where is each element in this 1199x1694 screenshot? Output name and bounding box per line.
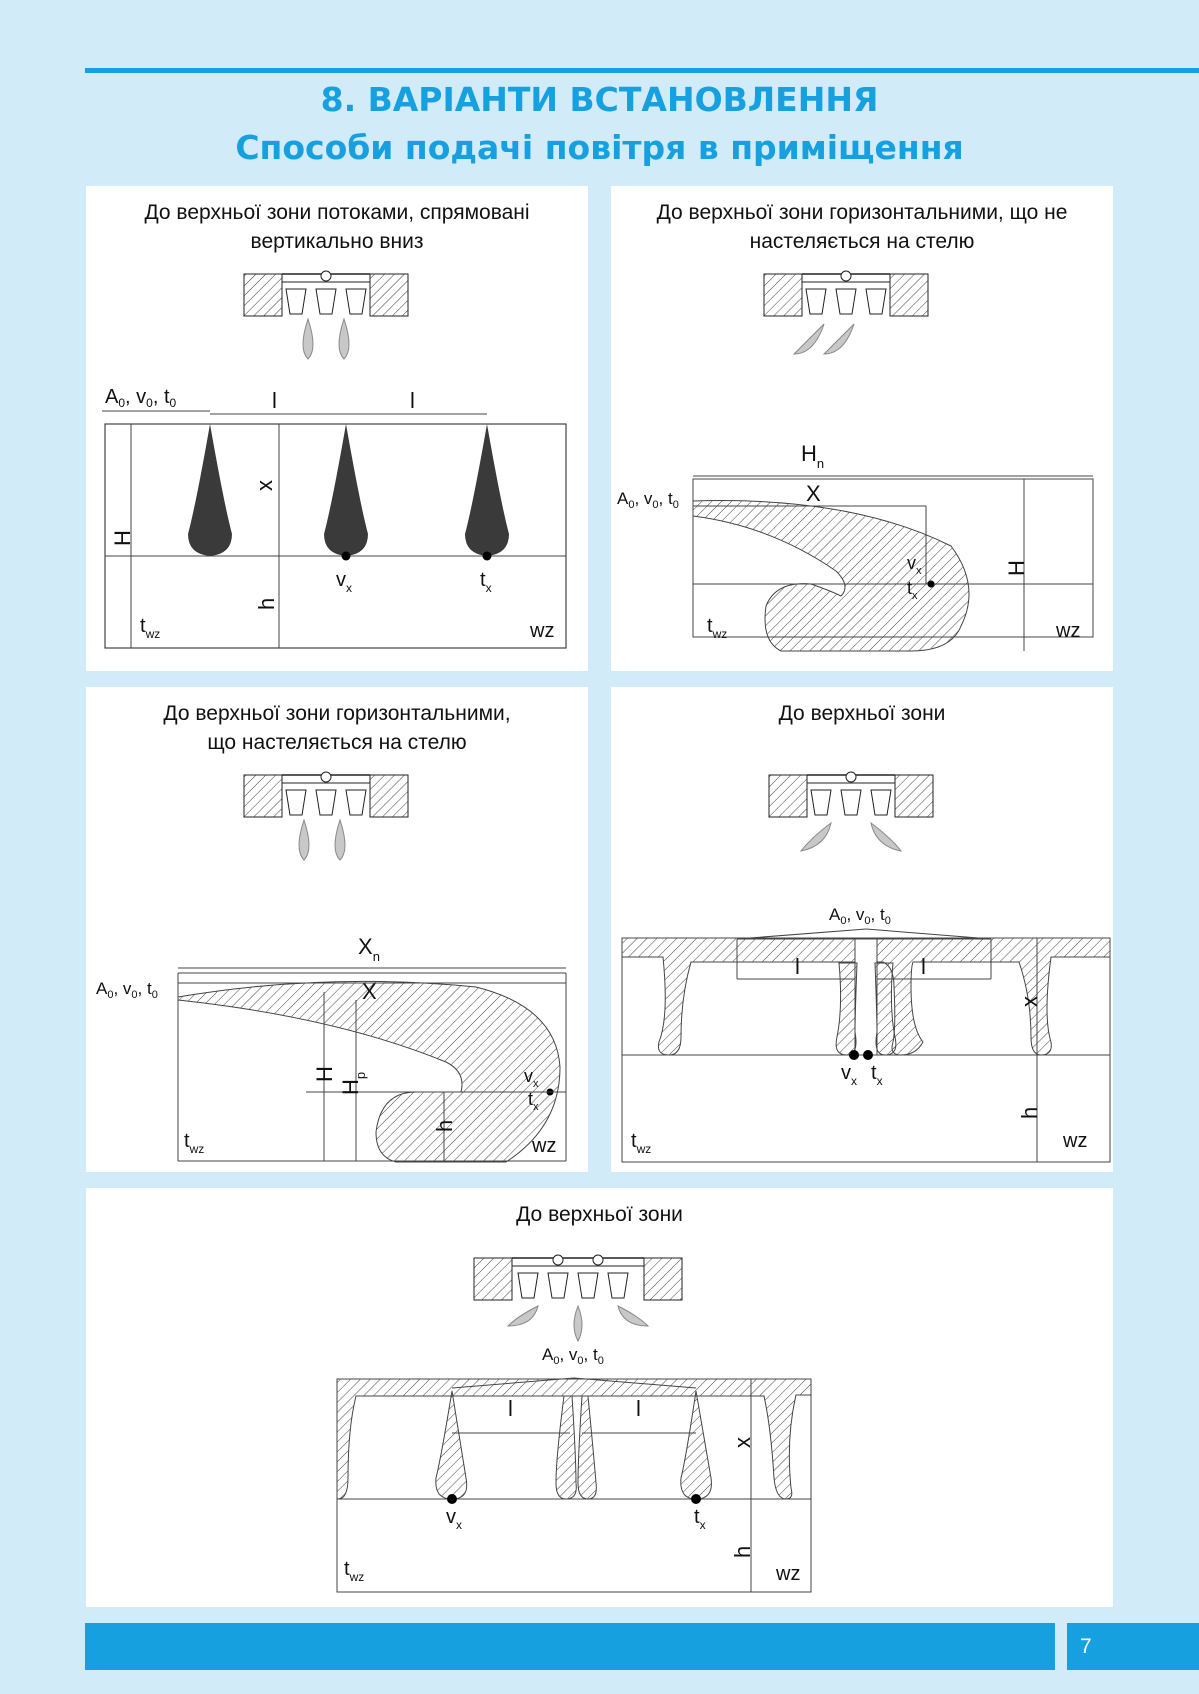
svg-text:h: h [730, 1546, 755, 1558]
panel-caption-line1: До верхньої зони [516, 1203, 683, 1226]
svg-text:x: x [730, 1437, 755, 1448]
svg-text:x: x [252, 480, 277, 491]
svg-text:tx: tx [694, 1506, 706, 1532]
svg-text:l: l [795, 954, 800, 979]
svg-text:l: l [272, 388, 277, 413]
panel-caption-line1: До верхньої зони потоками, спрямовані [144, 201, 530, 224]
diagram-upper-zone-b: A0, v0, t0 l l x h vx tx twz wz [336, 1254, 812, 1593]
svg-text:vx: vx [907, 553, 922, 577]
svg-text:A0, v0, t0: A0, v0, t0 [829, 905, 891, 927]
svg-text:H: H [110, 530, 135, 546]
svg-text:Hn: Hn [801, 441, 824, 471]
svg-text:X: X [362, 979, 377, 1004]
svg-text:wz: wz [531, 1135, 556, 1157]
svg-text:wz: wz [1062, 1130, 1087, 1152]
svg-text:A0, v0, t0: A0, v0, t0 [542, 1345, 604, 1367]
svg-text:wz: wz [775, 1563, 800, 1585]
svg-text:l: l [508, 1396, 513, 1421]
svg-text:X: X [806, 481, 821, 506]
svg-text:Hp: Hp [338, 1072, 368, 1095]
svg-text:h: h [432, 1120, 457, 1132]
panel-caption-line2: настеляється на стелю [749, 230, 975, 253]
panel-caption-line1: До верхньої зони [778, 702, 946, 725]
svg-text:l: l [921, 954, 926, 979]
svg-text:wz: wz [529, 620, 554, 642]
svg-text:tx: tx [871, 1062, 883, 1088]
svg-text:h: h [254, 598, 279, 610]
panel-caption-line1: До верхньої зони горизонтальними, [163, 702, 511, 725]
diagram-horizontal-ceiling: Xn X A0, v0, t0 H Hp h vx tx twz wz [96, 771, 567, 1163]
svg-text:tx: tx [480, 569, 492, 595]
svg-text:twz: twz [140, 615, 160, 641]
page-number: 7 [1080, 1635, 1092, 1658]
svg-text:twz: twz [631, 1130, 651, 1156]
svg-text:twz: twz [707, 615, 727, 641]
svg-text:Xn: Xn [358, 934, 380, 964]
panel-upper-zone-b: До верхньої зони [86, 1188, 1113, 1607]
svg-text:vx: vx [446, 1506, 462, 1532]
svg-text:l: l [410, 388, 415, 413]
svg-text:tx: tx [528, 1089, 539, 1113]
panel-horizontal-no-ceiling: До верхньої зони горизонтальними, що не … [611, 186, 1113, 671]
svg-text:h: h [1017, 1107, 1042, 1119]
svg-text:H: H [312, 1066, 337, 1082]
panel-vertical-down: До верхньої зони потоками, спрямовані ве… [86, 186, 588, 671]
svg-text:l: l [636, 1396, 641, 1421]
svg-text:tx: tx [907, 578, 918, 602]
diffuser-icon [763, 270, 929, 355]
svg-text:twz: twz [184, 1130, 204, 1156]
panel-horizontal-ceiling: До верхньої зони горизонтальними, що нас… [86, 687, 588, 1172]
diagram-vertical-down: A0, v0, t0 l l x H h vx tx twz wz [102, 270, 567, 649]
svg-text:A0, v0, t0: A0, v0, t0 [617, 489, 679, 511]
diffuser-icon [243, 771, 409, 861]
panel-upper-zone-a: До верхньої зони [611, 687, 1113, 1172]
svg-text:H: H [1004, 560, 1029, 576]
svg-text:A0, v0, t0: A0, v0, t0 [105, 386, 177, 410]
svg-text:vx: vx [524, 1066, 539, 1090]
diffuser-icon [473, 1254, 683, 1343]
panel-caption-line2: що настеляється на стелю [207, 731, 467, 754]
svg-text:vx: vx [336, 569, 352, 595]
diagram-upper-zone-a: A0, v0, t0 l l x h vx tx twz wz [621, 771, 1111, 1163]
page-title: 8. ВАРІАНТИ ВСТАНОВЛЕННЯ [320, 80, 879, 119]
panel-caption-line2: вертикально вниз [250, 230, 424, 253]
svg-text:A0, v0, t0: A0, v0, t0 [96, 979, 158, 1001]
footer-bar [85, 1623, 1055, 1670]
svg-text:x: x [1017, 996, 1042, 1007]
svg-text:twz: twz [344, 1558, 364, 1584]
page-subtitle: Способи подачі повітря в приміщення [235, 128, 964, 167]
header-rule [85, 68, 1199, 73]
svg-text:vx: vx [841, 1062, 857, 1088]
diagram-horizontal-no-ceiling: Hn X A0, v0, t0 H vx tx twz wz [617, 270, 1094, 652]
panel-caption-line1: До верхньої зони горизонтальними, що не [656, 201, 1068, 224]
svg-text:wz: wz [1055, 620, 1080, 642]
page-number-box: 7 [1067, 1623, 1199, 1670]
diffuser-icon [243, 270, 409, 360]
diffuser-icon [768, 771, 934, 852]
